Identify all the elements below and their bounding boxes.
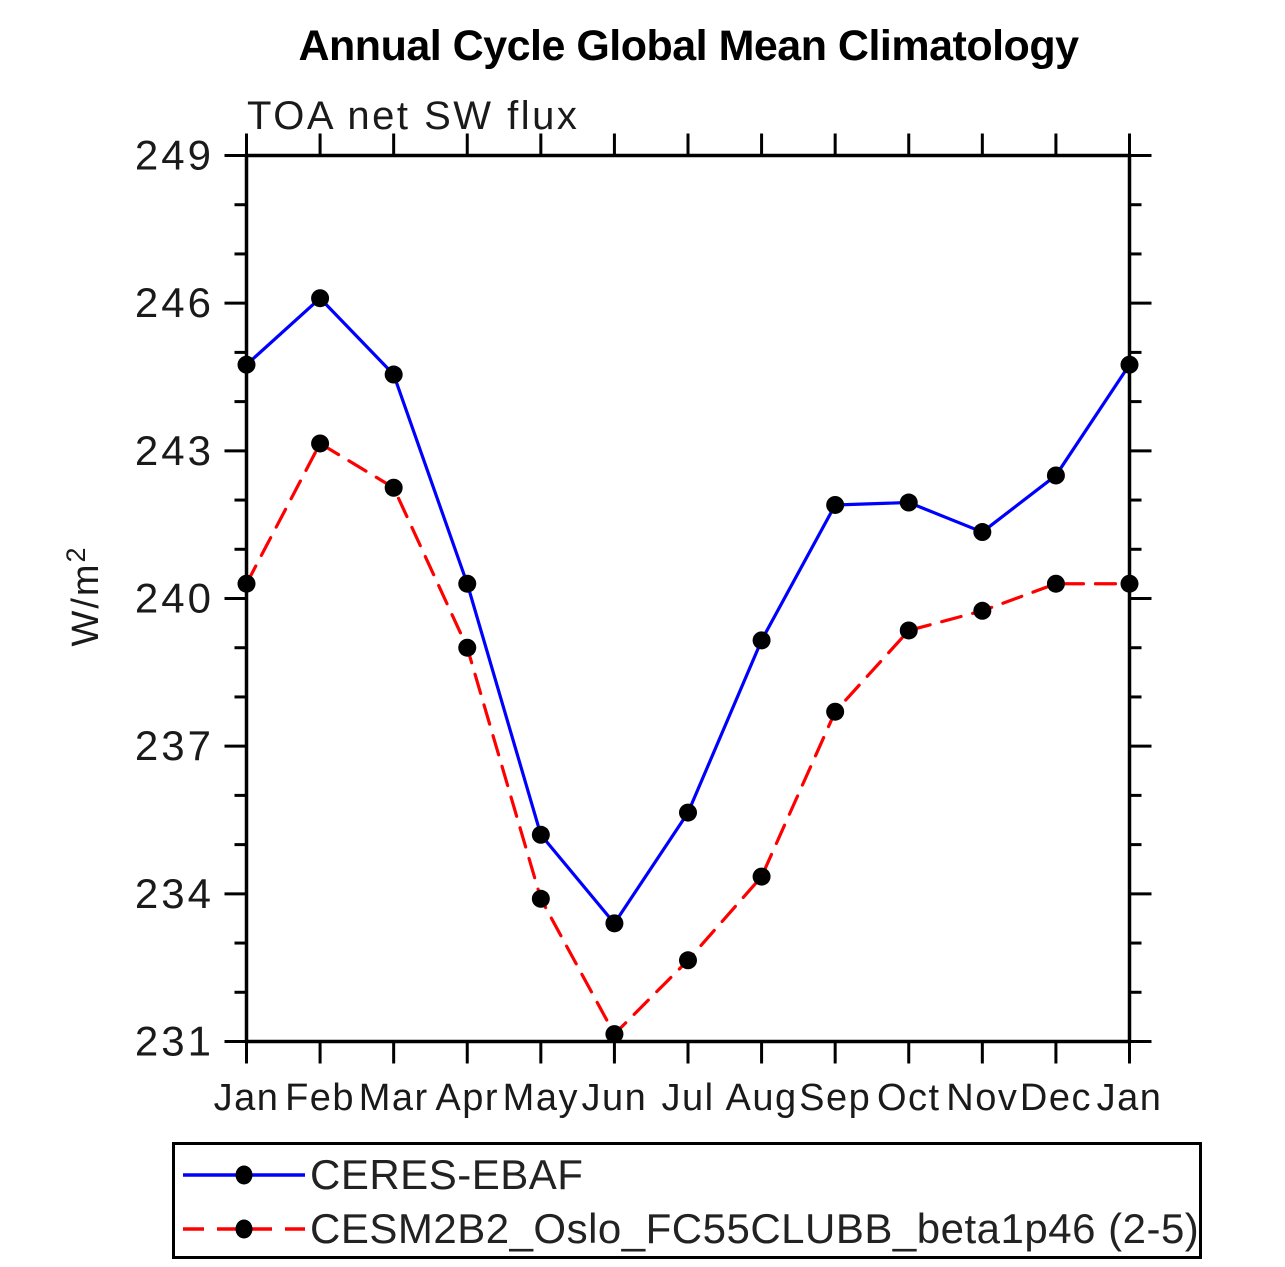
x-axis-tick-label: Apr [435,1077,499,1119]
data-point-marker-series-1 [826,702,845,721]
legend-item-ceres-ebaf: CERES-EBAF [180,1151,583,1199]
data-point-marker-series-1 [605,1025,624,1044]
data-point-marker-series-1 [384,478,403,497]
data-point-marker-series-1 [1120,574,1139,593]
data-point-marker-series-1 [311,434,330,453]
x-axis-tick-label: Jul [661,1077,714,1119]
data-point-marker-series-1 [1046,574,1065,593]
data-point-marker-series-1 [531,889,550,908]
x-axis-tick-label: Feb [285,1077,355,1119]
x-axis-tick-label: May [503,1077,579,1119]
legend-solid-line-swatch [183,1165,305,1185]
legend-marker-dot [235,1165,253,1185]
y-axis-tick-label: 249 [135,132,214,179]
x-axis-tick-label: Dec [1020,1077,1092,1119]
data-point-marker-series-0 [384,365,403,384]
data-point-marker-series-1 [973,601,992,620]
data-point-marker-series-0 [531,825,550,844]
series-line-1 [244,441,1132,1036]
data-point-marker-series-0 [1046,466,1065,485]
x-axis-tick-label: Aug [726,1077,798,1119]
axis-frame [244,153,1132,1044]
x-axis-tick-label: Mar [359,1077,429,1119]
series-line-0 [244,296,1132,925]
data-point-marker-series-0 [973,523,992,542]
x-axis-tick-label: Jan [214,1077,280,1119]
legend-marker-dot [235,1219,253,1239]
data-point-marker-series-0 [1120,355,1139,374]
legend-label: CESM2B2_Oslo_FC55CLUBB_beta1p46 (2-5) [310,1205,1200,1252]
legend-item-cesm2b2: CESM2B2_Oslo_FC55CLUBB_beta1p46 (2-5) [180,1205,1199,1253]
x-axis-tick-label: Nov [946,1077,1018,1119]
x-axis-tick-label: Jun [582,1077,648,1119]
y-axis-tick-label: 234 [135,870,214,917]
y-axis-label: W/m2 [61,545,107,646]
data-point-marker-series-0 [826,495,845,514]
data-point-marker-series-1 [237,574,256,593]
data-point-marker-series-0 [752,631,771,650]
data-point-marker-series-1 [458,638,477,657]
chart-title: Annual Cycle Global Mean Climatology [298,22,1079,70]
y-axis-tick-label: 240 [135,575,214,622]
data-point-marker-series-0 [311,289,330,308]
x-axis-tick-label: Jan [1097,1077,1163,1119]
data-point-marker-series-1 [899,621,918,640]
legend-label: CERES-EBAF [310,1151,584,1198]
y-axis-tick-label: 246 [135,279,214,326]
data-point-marker-series-0 [605,914,624,933]
x-axis-tick-label: Sep [799,1077,871,1119]
data-point-marker-series-0 [899,493,918,512]
y-axis-tick-label: 243 [135,427,214,474]
data-point-marker-series-0 [458,574,477,593]
y-axis-tick-label: 231 [135,1018,214,1065]
x-axis-tick-label: Oct [877,1077,941,1119]
data-point-marker-series-0 [237,355,256,374]
data-point-marker-series-1 [679,951,697,970]
chart-subtitle: TOA net SW flux [247,94,580,138]
legend-dashed-line-swatch [183,1219,305,1239]
legend: CERES-EBAF CESM2B2_Oslo_FC55CLUBB_beta1p… [172,1142,1202,1259]
data-point-marker-series-0 [679,803,697,822]
data-point-marker-series-1 [752,867,771,886]
y-axis-tick-label: 237 [135,722,214,769]
